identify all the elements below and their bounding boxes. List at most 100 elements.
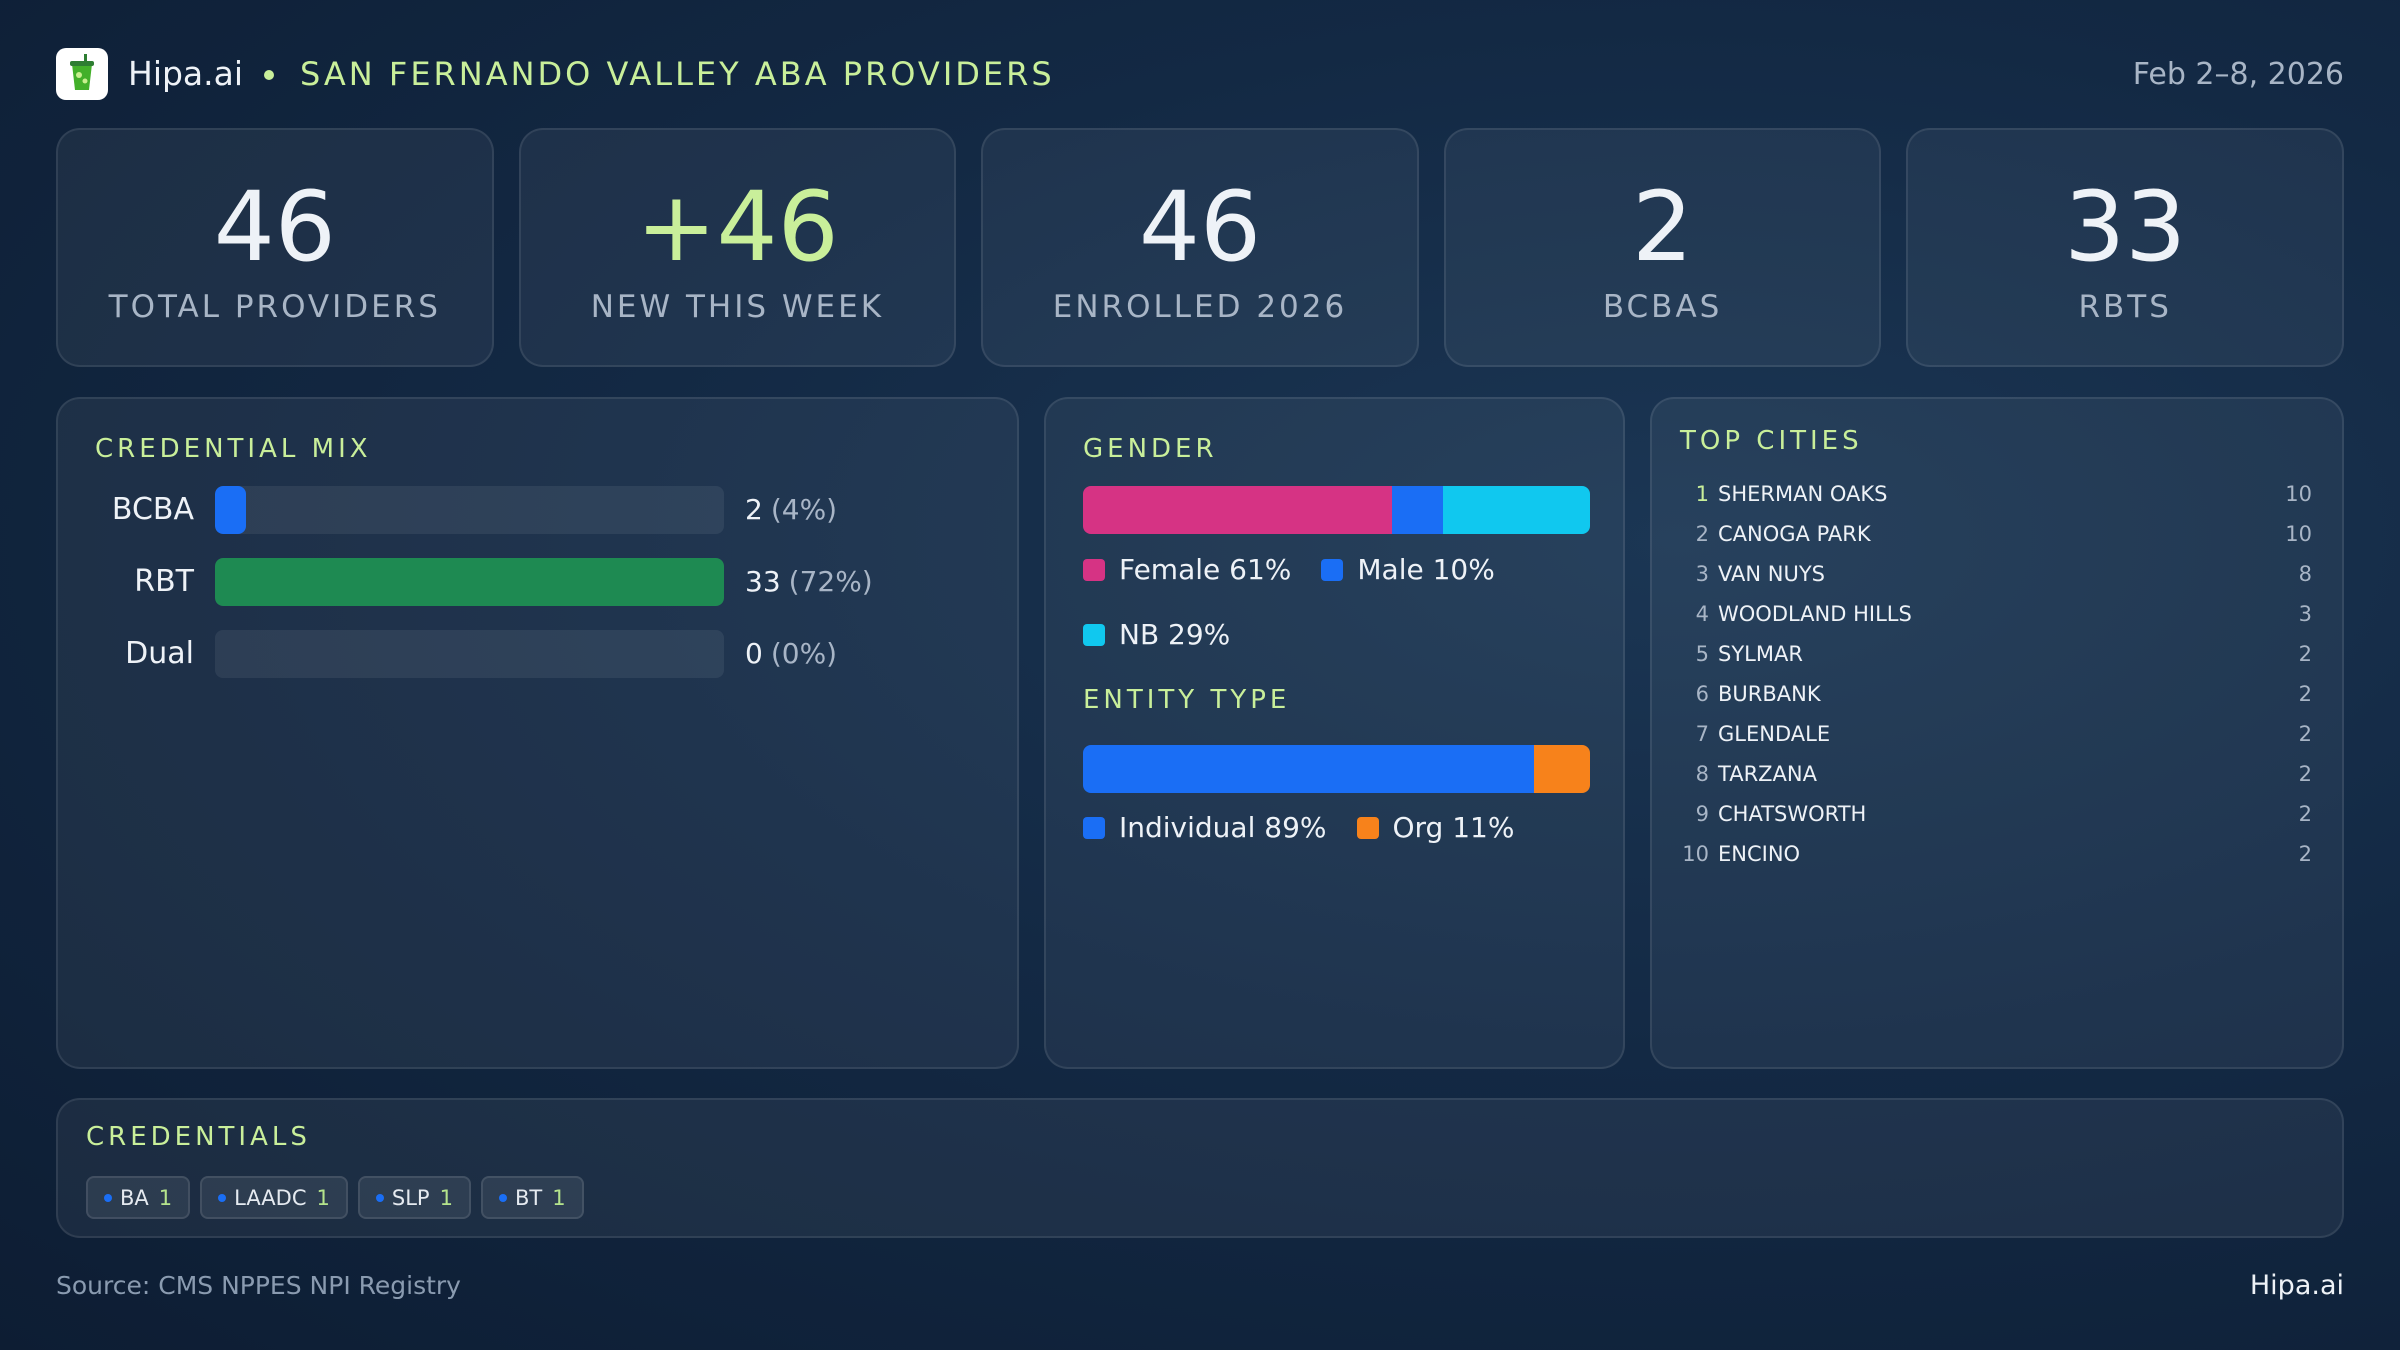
city-row: 9 CHATSWORTH 2 — [1652, 794, 2342, 834]
chip-count: 1 — [158, 1185, 173, 1210]
chip-count: 1 — [552, 1185, 566, 1210]
section-title: CREDENTIAL MIX — [95, 434, 372, 464]
kpi-value: 46 — [1138, 171, 1262, 283]
value-count: 0 — [745, 637, 763, 670]
city-name: BURBANK — [1718, 682, 1821, 706]
city-row: 2 CANOGA PARK 10 — [1652, 514, 2342, 554]
city-rank: 10 — [1682, 842, 1709, 866]
bar-value: 33 (72%) — [745, 558, 873, 606]
value-count: 33 — [745, 565, 781, 598]
city-count: 2 — [2298, 642, 2312, 666]
city-row: 3 VAN NUYS 8 — [1652, 554, 2342, 594]
city-rank: 4 — [1695, 602, 1709, 626]
app-icon — [56, 48, 108, 100]
kpi-label: TOTAL PROVIDERS — [108, 289, 441, 325]
legend-swatch — [1356, 816, 1379, 839]
dashboard-title: SAN FERNANDO VALLEY ABA PROVIDERS — [300, 55, 1055, 93]
city-row: 4 WOODLAND HILLS 3 — [1652, 594, 2342, 634]
legend-swatch — [1321, 558, 1344, 581]
bar-track — [215, 630, 724, 678]
kpi-card: 33 RBTS — [1906, 128, 2344, 367]
stacked-bar — [1083, 745, 1590, 793]
city-rank: 9 — [1695, 802, 1709, 826]
kpi-label: BCBAS — [1602, 289, 1723, 325]
legend-item: NB 29% — [1083, 602, 1230, 667]
credential-mix-panel: CREDENTIAL MIX BCBA 2 (4%) RBT 33 (72%) Dual 0(… — [56, 397, 1019, 1069]
section-title: TOP CITIES — [1680, 426, 1863, 456]
city-rank: 1 — [1695, 482, 1709, 506]
value-count: 2 — [745, 493, 763, 526]
legend: Individual 89% Org 11% — [1083, 795, 1590, 860]
kpi-card: 46 TOTAL PROVIDERS — [56, 128, 494, 367]
bar-track — [215, 558, 724, 606]
city-row: 6 BURBANK 2 — [1652, 674, 2342, 714]
chip-name: BA — [120, 1185, 149, 1210]
kpi-card: +46 NEW THIS WEEK — [518, 128, 957, 367]
city-count: 8 — [2298, 562, 2312, 586]
bar-track — [215, 486, 724, 534]
chip-name: BT — [514, 1185, 543, 1210]
legend: Female 61% Male 10% NB 29% — [1083, 537, 1590, 667]
city-count: 10 — [2285, 482, 2312, 506]
legend-swatch — [1083, 623, 1105, 646]
city-count: 2 — [2298, 842, 2312, 866]
bar-segment — [1083, 745, 1535, 793]
brand: Hipa.ai — [128, 54, 244, 93]
legend-swatch — [1083, 558, 1105, 581]
chip-dot — [498, 1193, 507, 1202]
chip-dot — [218, 1193, 227, 1202]
city-name: SHERMAN OAKS — [1718, 482, 1888, 506]
bar-segment — [1534, 745, 1590, 793]
section-title: ENTITY TYPE — [1083, 685, 1291, 715]
top-cities-panel: TOP CITIES 1 SHERMAN OAKS 10 2 CANOGA PARK 10… — [1650, 397, 2344, 1069]
bar-segment — [1442, 486, 1590, 534]
chip-dot — [375, 1193, 384, 1202]
bar — [215, 558, 724, 606]
legend-label: NB 29% — [1119, 618, 1231, 651]
kpi-value: 2 — [1632, 171, 1694, 283]
chip-row: BA 1 LAADC 1 SLP 1 BT 1 — [86, 1176, 584, 1219]
bar — [215, 486, 246, 534]
city-rank: 5 — [1695, 642, 1709, 666]
city-row: 1 SHERMAN OAKS 10 — [1652, 474, 2342, 514]
bar-segment — [1392, 486, 1443, 534]
city-name: VAN NUYS — [1718, 562, 1826, 586]
row-label: RBT — [134, 564, 194, 599]
legend-label: Female 61% — [1119, 553, 1292, 586]
bar-value: 0 (0%) — [745, 630, 837, 678]
city-count: 10 — [2285, 522, 2312, 546]
city-rank: 6 — [1695, 682, 1709, 706]
chip-dot — [104, 1193, 112, 1202]
row-label: Dual — [125, 636, 194, 671]
city-name: TARZANA — [1718, 762, 1817, 786]
value-share: (0%) — [770, 637, 838, 670]
city-row: 7 GLENDALE 2 — [1652, 714, 2342, 754]
row-label: BCBA — [111, 492, 194, 527]
legend-label: Male 10% — [1357, 553, 1495, 586]
legend-item: Female 61% — [1083, 537, 1291, 602]
source-note: Source: CMS NPPES NPI Registry — [56, 1271, 461, 1300]
city-count: 2 — [2298, 762, 2312, 786]
stacked-bar — [1083, 486, 1590, 534]
value-share: (4%) — [770, 493, 838, 526]
chip-count: 1 — [316, 1185, 330, 1210]
legend-label: Org 11% — [1392, 811, 1515, 844]
kpi-card: 46 ENROLLED 2026 — [981, 128, 1419, 367]
kpi-value: 46 — [213, 171, 336, 283]
footer-brand: Hipa.ai — [2249, 1270, 2344, 1301]
city-rank: 7 — [1695, 722, 1709, 746]
bar-value: 2 (4%) — [745, 486, 837, 534]
chip-name: SLP — [391, 1185, 430, 1210]
city-name: CANOGA PARK — [1718, 522, 1871, 546]
legend-swatch — [1083, 816, 1105, 839]
chip-count: 1 — [439, 1185, 453, 1210]
kpi-row: 46 TOTAL PROVIDERS +46 NEW THIS WEEK 46 ENROL… — [56, 128, 2344, 367]
credential-chip: LAADC 1 — [200, 1176, 348, 1219]
city-count: 2 — [2298, 682, 2312, 706]
city-name: GLENDALE — [1718, 722, 1831, 746]
city-name: ENCINO — [1718, 842, 1801, 866]
credential-chip: BT 1 — [480, 1176, 584, 1219]
credential-chip: BA 1 — [86, 1176, 191, 1219]
city-count: 2 — [2298, 722, 2312, 746]
